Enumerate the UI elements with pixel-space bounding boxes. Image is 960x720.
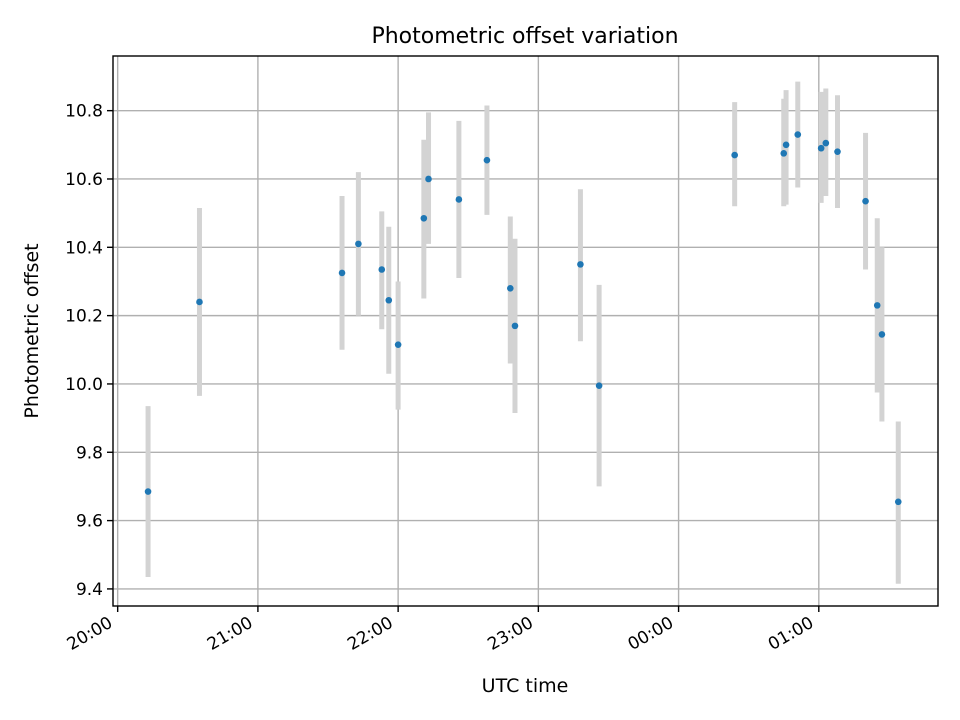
data-point	[455, 196, 463, 203]
x-tick-label: 23:00	[484, 613, 536, 655]
data-point	[196, 298, 203, 306]
data-point	[894, 498, 902, 506]
y-tick-label: 10.2	[65, 307, 103, 327]
y-tick-label: 10.6	[65, 170, 103, 190]
data-point	[338, 269, 346, 277]
data-point	[731, 151, 738, 159]
x-tick-label: 00:00	[625, 613, 677, 655]
data-point	[577, 261, 584, 268]
y-tick-label: 10.4	[65, 238, 103, 258]
data-point	[782, 141, 790, 149]
data-point	[834, 148, 841, 155]
x-tick-label: 21:00	[204, 613, 256, 655]
y-tick-label: 10.8	[65, 102, 103, 122]
data-point	[822, 139, 830, 147]
data-point	[595, 382, 603, 389]
x-tick-label: 01:00	[765, 613, 817, 655]
data-point	[483, 156, 491, 164]
data-point	[378, 266, 386, 273]
data-point	[511, 322, 519, 330]
y-axis-ticks: 9.4 9.6 9.8 10.0 10.2 10.4 10.6 10.8	[65, 102, 113, 600]
x-axis-ticks: 20:00 21:00 22:00 23:00 00:00 01:00	[64, 606, 820, 655]
y-tick-label: 9.8	[76, 443, 103, 463]
data-point	[385, 296, 393, 304]
data-point	[507, 284, 514, 292]
data-point	[425, 175, 432, 183]
data-point	[144, 488, 152, 495]
grid	[113, 56, 938, 606]
chart-title: Photometric offset variation	[371, 24, 678, 49]
data-point	[878, 331, 886, 338]
data-point	[817, 144, 825, 152]
data-point	[420, 214, 428, 222]
y-tick-label: 9.6	[76, 512, 103, 532]
data-point	[394, 341, 402, 348]
x-tick-label: 22:00	[344, 613, 396, 655]
data-point	[355, 240, 362, 248]
x-axis-label: UTC time	[482, 675, 569, 697]
data-point	[873, 302, 881, 309]
y-axis-label: Photometric offset	[21, 243, 43, 418]
plot-frame	[112, 55, 939, 607]
error-bars	[145, 81, 901, 584]
data-point	[780, 150, 788, 157]
x-tick-label: 20:00	[64, 613, 116, 655]
data-point	[794, 131, 802, 138]
data-point	[862, 197, 869, 205]
y-tick-label: 9.4	[76, 580, 103, 600]
y-tick-label: 10.0	[65, 375, 103, 395]
data-points	[144, 131, 902, 506]
